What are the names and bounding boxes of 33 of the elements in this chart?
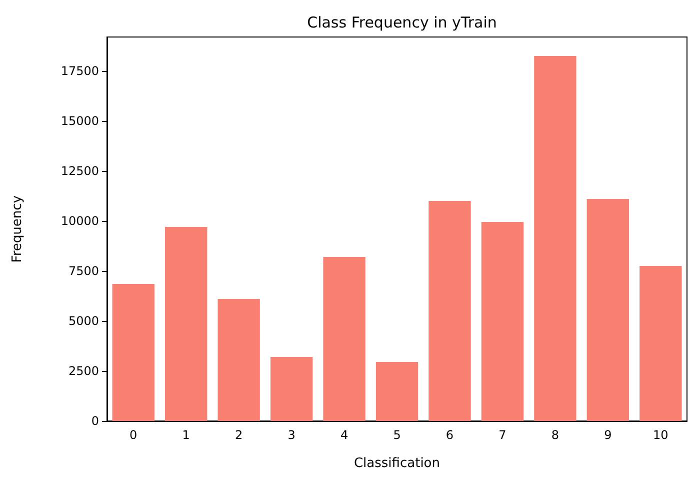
x-tick-label: 9 [604, 428, 612, 442]
x-tick-label: 2 [235, 428, 243, 442]
x-tick-label: 1 [182, 428, 190, 442]
x-tick-label: 7 [498, 428, 506, 442]
bar [218, 299, 260, 421]
bar [586, 199, 629, 421]
y-tick-label: 2500 [68, 364, 99, 378]
y-tick-label: 15000 [60, 114, 99, 128]
bar [165, 227, 208, 421]
y-tick-label: 0 [91, 414, 99, 428]
x-tick-label: 10 [652, 428, 668, 442]
bar [481, 222, 524, 421]
bar [534, 56, 576, 421]
x-tick-label: 8 [551, 428, 559, 442]
bar [323, 257, 366, 421]
x-tick-label: 6 [446, 428, 454, 442]
y-tick-label: 5000 [68, 314, 99, 328]
y-axis-title: Frequency [10, 195, 25, 263]
x-tick-label: 5 [393, 428, 401, 442]
bar [376, 362, 418, 421]
bar [640, 266, 682, 421]
y-tick-label: 17500 [60, 64, 99, 78]
bar [428, 201, 471, 421]
x-tick-label: 0 [130, 428, 138, 442]
bar [270, 357, 313, 421]
chart-title: Class Frequency in yTrain [307, 14, 497, 32]
bar [112, 284, 154, 421]
x-tick-label: 3 [288, 428, 296, 442]
y-tick-label: 7500 [68, 264, 99, 278]
y-tick-label: 10000 [60, 214, 99, 228]
x-axis-title: Classification [354, 456, 440, 471]
y-tick-label: 12500 [60, 164, 99, 178]
x-tick-label: 4 [340, 428, 348, 442]
